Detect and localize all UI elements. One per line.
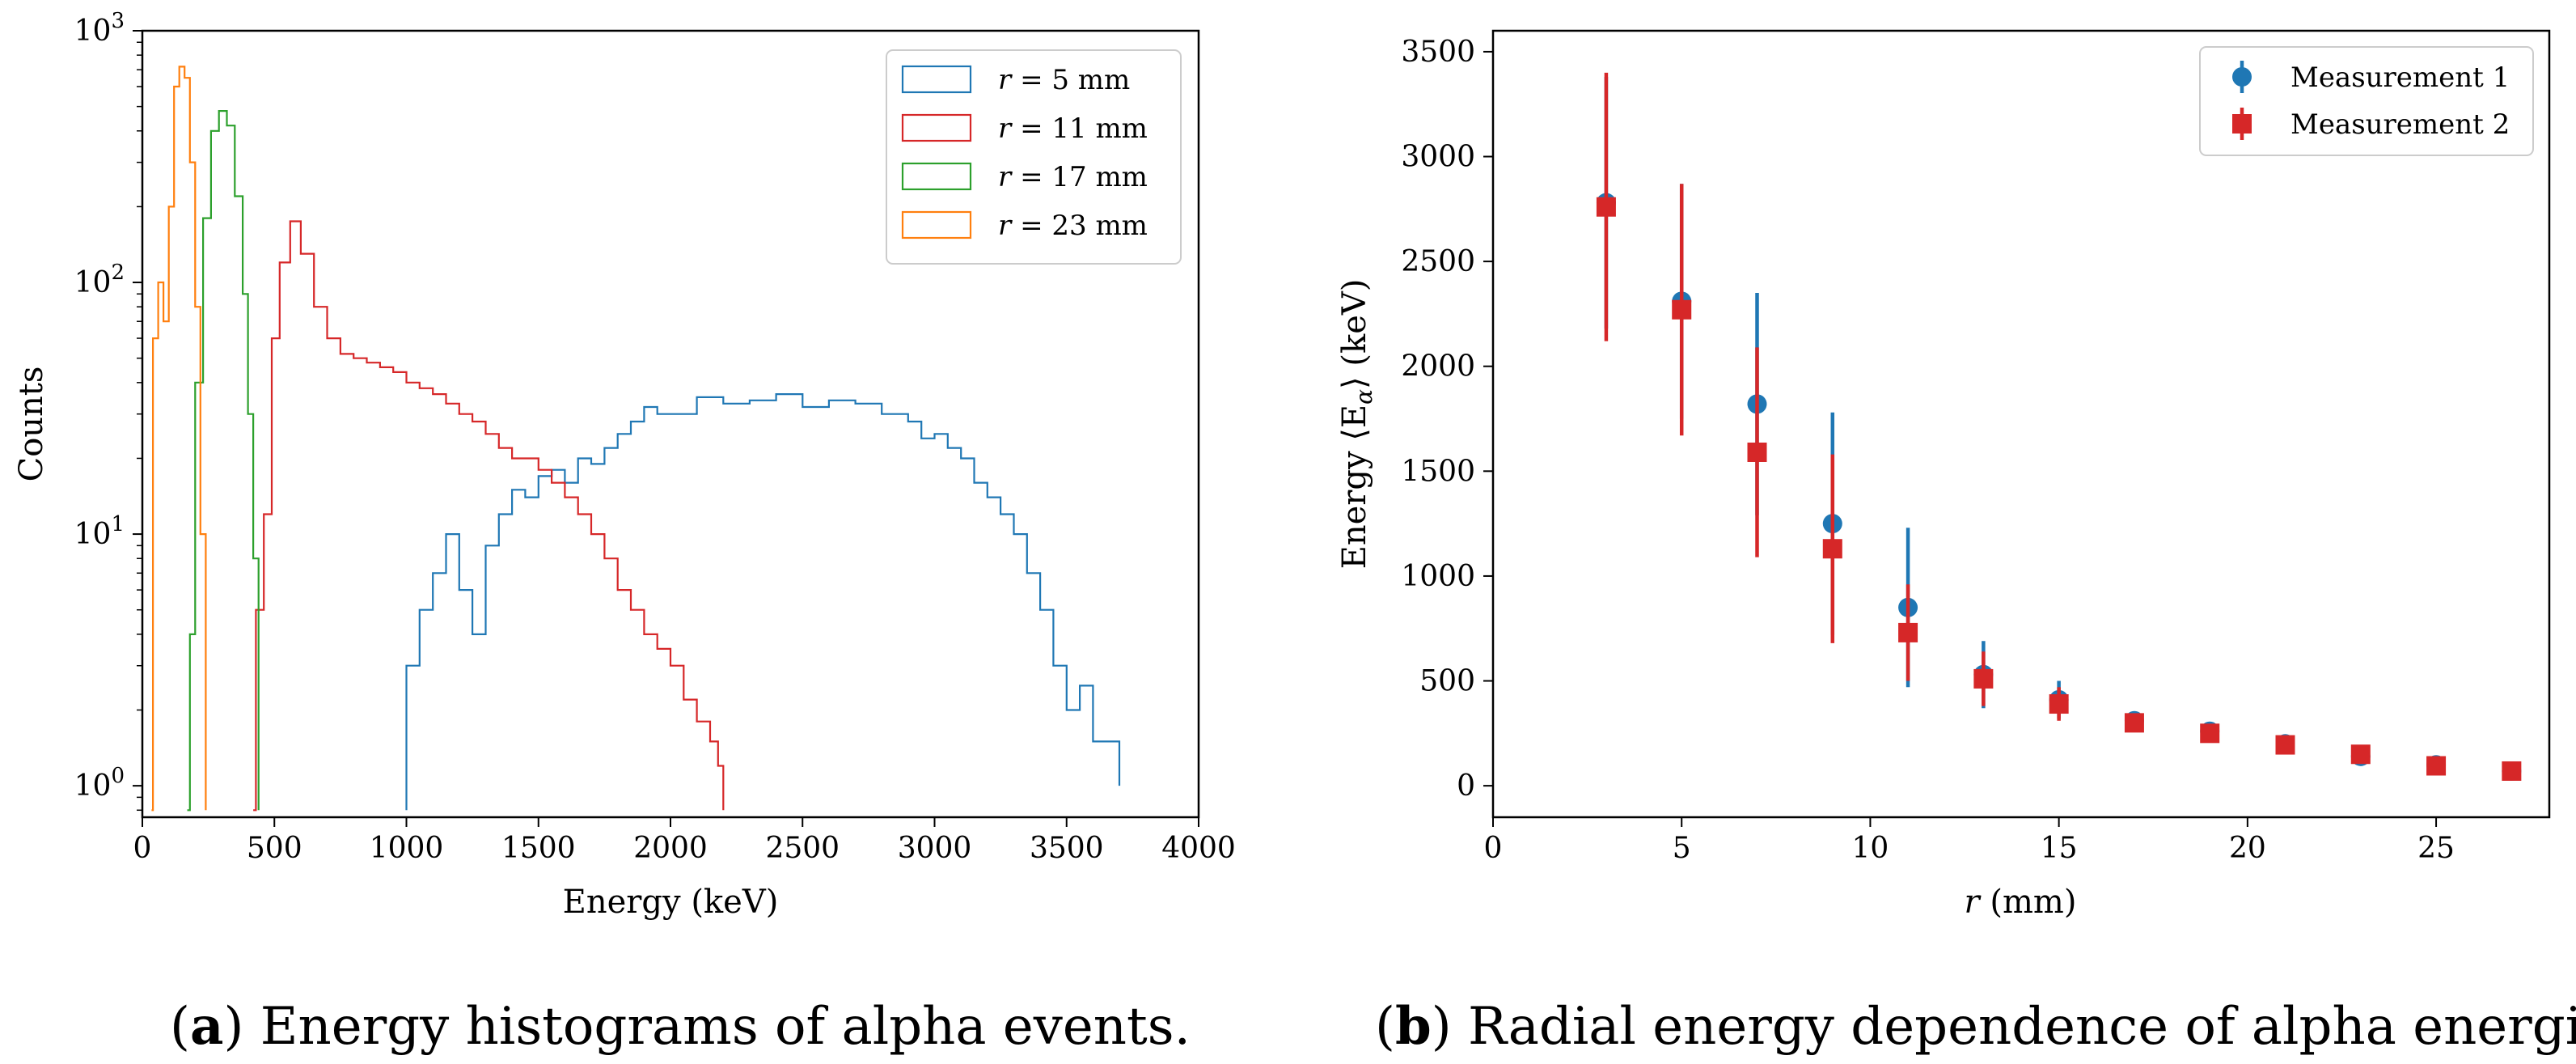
- histogram-series-11mm: [253, 220, 725, 812]
- legend-label-measurement-1: Measurement 1: [2290, 61, 2510, 94]
- scatter-ytick-label: 3500: [1401, 36, 1475, 69]
- caption-b-text: Radial energy dependence of alpha energi…: [1468, 997, 2576, 1057]
- scatter-ylabel-pre: Energy ⟨E: [1336, 405, 1373, 569]
- histogram-ylabel: Counts: [13, 367, 50, 482]
- scatter-series-group: [1596, 72, 2522, 781]
- data-point: [1822, 539, 1842, 559]
- scatter-ytick-label: 2500: [1401, 245, 1475, 278]
- scatter-ytick-label: 500: [1419, 665, 1475, 698]
- scatter-ylabel: Energy ⟨Eα⟩ (keV): [1336, 279, 1377, 570]
- legend-marker: [2232, 67, 2252, 87]
- histogram-series-17mm: [187, 110, 260, 812]
- histogram-xtick-label: 4000: [1161, 832, 1236, 865]
- data-point: [1747, 442, 1767, 462]
- scatter-xtick-label: 10: [1852, 832, 1889, 865]
- histogram-series-5mm: [405, 393, 1121, 811]
- legend-label-17mm: r = 17 mm: [998, 161, 1148, 193]
- scatter-axes-frame: [1491, 29, 2551, 819]
- data-point: [1596, 197, 1616, 217]
- scatter-ylabel-post: ⟩ (keV): [1336, 279, 1373, 389]
- scatter-xtick-label: 20: [2229, 832, 2266, 865]
- scatter-ticks: 0 5 10 15 20 25 0 500 1000 1500 2000 2500 3000 3500: [1401, 36, 2455, 865]
- scatter-xtick-label: 15: [2041, 832, 2078, 865]
- radial-energy-panel: 0 5 10 15 20 25 0 500 1000 1500 2000 2500 3000 3500 r…: [1336, 29, 2576, 1057]
- data-point: [2350, 744, 2371, 765]
- caption-b-letter: b: [1395, 996, 1432, 1057]
- scatter-series-1: [1596, 77, 2522, 781]
- scatter-series-2: [1596, 72, 2522, 781]
- scatter-legend-box: [2199, 46, 2534, 156]
- histogram-series-23mm: [151, 66, 207, 812]
- histogram-xtick-label: 0: [133, 832, 152, 865]
- legend-label-11mm: r = 11 mm: [998, 112, 1148, 145]
- histogram-panel: 0 500 1000 1500 2000 2500 3000 3500 4000 100 101 10…: [13, 9, 1236, 1057]
- histogram-series-group: [151, 66, 1121, 812]
- legend-swatch-11mm: [901, 113, 972, 142]
- scatter-xlabel-unit: (mm): [1990, 884, 2076, 921]
- data-point: [2200, 723, 2220, 744]
- histogram-ytick-label: 100: [74, 764, 125, 803]
- data-point: [1672, 299, 1692, 320]
- histogram-xtick-label: 1500: [501, 832, 576, 865]
- data-point: [2426, 756, 2447, 776]
- data-point: [1898, 622, 1918, 642]
- legend-swatch-23mm: [901, 210, 972, 240]
- legend-label-5mm: r = 5 mm: [998, 64, 1130, 96]
- histogram-xtick-label: 3500: [1030, 832, 1104, 865]
- histogram-xtick-label: 2500: [765, 832, 840, 865]
- legend-swatch-5mm: [901, 65, 972, 94]
- histogram-legend: r = 5 mm r = 11 mm r = 17 mm r = 23 mm: [886, 49, 1182, 265]
- scatter-ytick-label: 0: [1457, 769, 1475, 803]
- histogram-ytick-label: 102: [74, 261, 125, 299]
- scatter-xlabel-var: r: [1965, 884, 1982, 921]
- scatter-ytick-label: 1000: [1401, 560, 1475, 593]
- scatter-xlabel: r (mm): [1965, 884, 2077, 921]
- histogram-ticks: 0 500 1000 1500 2000 2500 3000 3500 4000 100 101 10…: [74, 9, 1236, 865]
- caption-b: (b) Radial energy dependence of alpha en…: [1375, 996, 2576, 1057]
- scatter-xtick-label: 0: [1484, 832, 1503, 865]
- data-point: [2049, 694, 2069, 714]
- legend-marker: [2232, 114, 2252, 134]
- scatter-xtick-label: 5: [1673, 832, 1691, 865]
- caption-a-letter: a: [190, 996, 223, 1057]
- scatter-ylabel-sub: α: [1351, 389, 1377, 405]
- data-point: [1973, 668, 1994, 689]
- histogram-xtick-label: 500: [247, 832, 302, 865]
- histogram-xtick-label: 2000: [633, 832, 708, 865]
- data-point: [2275, 735, 2295, 755]
- scatter-ytick-label: 1500: [1401, 455, 1475, 488]
- caption-a: (a) Energy histograms of alpha events.: [170, 996, 1191, 1057]
- legend-label-measurement-2: Measurement 2: [2290, 108, 2510, 141]
- data-point: [2502, 761, 2522, 781]
- scatter-xtick-label: 25: [2417, 832, 2455, 865]
- scatter-legend: Measurement 1 Measurement 2: [2199, 46, 2534, 156]
- data-point: [2124, 713, 2144, 733]
- histogram-xlabel: Energy (keV): [563, 884, 779, 921]
- histogram-ytick-label: 103: [74, 9, 125, 48]
- scatter-ytick-label: 2000: [1401, 350, 1475, 384]
- scatter-ytick-label: 3000: [1401, 141, 1475, 174]
- caption-a-text: Energy histograms of alpha events.: [260, 997, 1191, 1057]
- histogram-xtick-label: 3000: [898, 832, 972, 865]
- legend-label-23mm: r = 23 mm: [998, 210, 1148, 242]
- histogram-xtick-label: 1000: [370, 832, 444, 865]
- histogram-legend-box: [886, 49, 1182, 265]
- legend-swatch-17mm: [901, 162, 972, 191]
- histogram-ytick-label: 101: [74, 512, 125, 551]
